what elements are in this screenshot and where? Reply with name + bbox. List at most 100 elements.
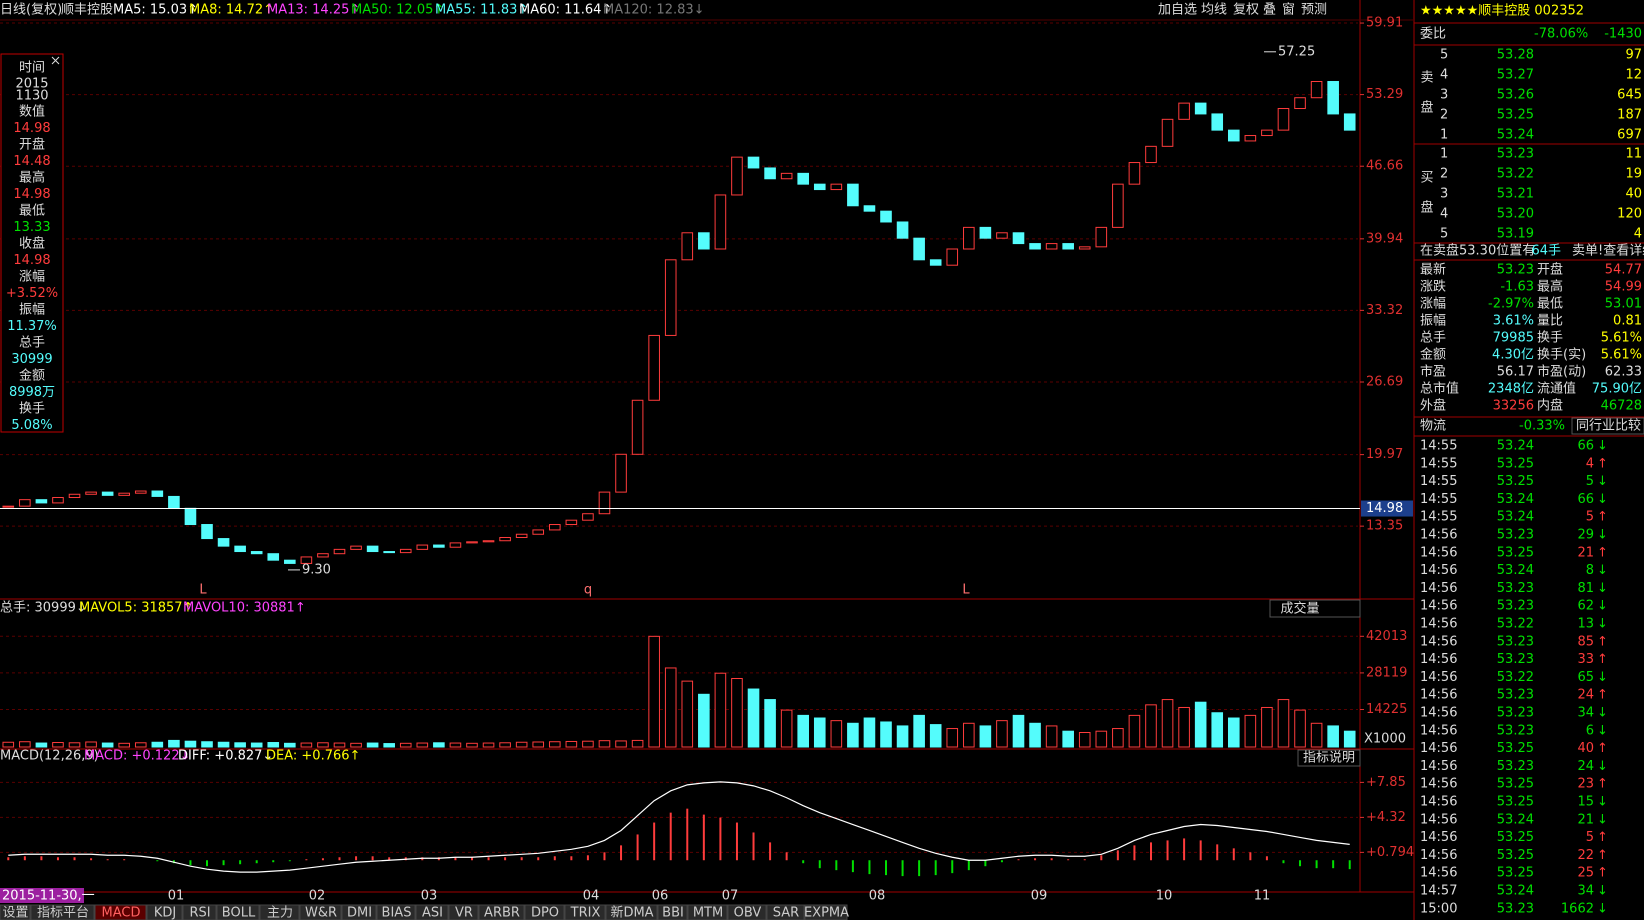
stat-value: 75.90亿 [1592, 382, 1642, 397]
candle [515, 533, 528, 538]
tab[interactable] [605, 904, 658, 920]
info-label: 金额 [19, 368, 45, 384]
book-volume: 187 [1617, 108, 1642, 123]
stat-label: 涨幅 [1420, 297, 1446, 312]
tab-label[interactable]: ASI [422, 906, 443, 920]
stat-label: 总市值 [1420, 381, 1459, 397]
unit-label: X1000 [1364, 732, 1406, 747]
trade-price: 53.24 [1497, 884, 1534, 899]
tab-label[interactable]: SAR [773, 906, 799, 920]
tab-label[interactable]: TRIX [570, 906, 601, 920]
toolbar-button[interactable]: 加自选 [1158, 3, 1197, 18]
toolbar-button[interactable]: 预测 [1301, 3, 1327, 18]
candle [399, 548, 412, 554]
candle [52, 497, 64, 504]
stat-label: 市盈 [1420, 364, 1446, 380]
industry-button-label[interactable]: 同行业比较 [1576, 419, 1641, 434]
toolbar-button[interactable]: 叠 [1263, 3, 1276, 18]
industry-label: 物流 [1420, 419, 1446, 434]
trade-direction: ↑ [1597, 866, 1608, 881]
candle [317, 553, 329, 558]
tab[interactable] [216, 904, 260, 920]
tab-label[interactable]: DMI [347, 906, 372, 920]
tab[interactable] [376, 904, 416, 920]
volume-bar [929, 724, 942, 748]
tab[interactable] [341, 904, 377, 920]
volume-bar [416, 742, 429, 748]
trade-price: 53.24 [1497, 563, 1534, 578]
volume-bar [880, 721, 892, 748]
tab-label[interactable]: DPO [531, 906, 559, 920]
volume-bar [1112, 728, 1124, 748]
close-icon[interactable] [51, 56, 60, 65]
candle [1244, 135, 1257, 142]
indicator-selector-label[interactable]: 成交量 [1280, 601, 1319, 617]
tab[interactable] [448, 904, 479, 920]
tab-label[interactable]: 主力 [267, 906, 293, 920]
tab[interactable] [259, 904, 300, 920]
trade-volume: 85 [1577, 634, 1594, 649]
tab[interactable] [94, 904, 147, 920]
tab-label[interactable]: OBV [734, 906, 762, 920]
tab[interactable] [657, 904, 688, 920]
tab[interactable] [146, 904, 183, 920]
candle [1194, 102, 1207, 115]
tab-label[interactable]: 新DMA [610, 905, 653, 920]
toolbar-button[interactable]: 均线 [1201, 3, 1227, 18]
book-level: 2 [1440, 108, 1448, 123]
tab-label[interactable]: ARBR [484, 906, 520, 920]
tab-label[interactable]: KDJ [154, 906, 176, 920]
volume-bar [433, 742, 445, 748]
candle [1211, 113, 1224, 131]
tab[interactable] [478, 904, 525, 920]
trade-volume: 29 [1577, 528, 1594, 543]
volume-bar [1227, 717, 1240, 748]
candle [300, 556, 313, 564]
book-volume: 11 [1625, 147, 1642, 162]
tab[interactable] [687, 904, 728, 920]
tab[interactable] [804, 904, 848, 920]
trade-volume: 4 [1586, 456, 1594, 471]
tab[interactable] [564, 904, 606, 920]
toolbar-button[interactable]: 窗 [1282, 2, 1295, 18]
tab-label[interactable]: MACD [102, 906, 141, 920]
tab[interactable] [727, 904, 767, 920]
trade-price: 53.25 [1497, 866, 1534, 881]
pane-header: MAVOL10: 30881↑ [183, 601, 306, 616]
tab[interactable] [30, 904, 95, 920]
tab-label[interactable]: BBI [662, 906, 684, 920]
tab-label[interactable]: VR [455, 906, 473, 920]
tab-label[interactable]: BIAS [382, 906, 412, 920]
book-level: 4 [1440, 68, 1448, 83]
tab[interactable] [524, 904, 565, 920]
help-label[interactable]: 指标说明 [1303, 751, 1355, 766]
stat-value: 53.23 [1497, 263, 1534, 278]
candle [482, 540, 495, 543]
tab-label[interactable]: EXPMA [804, 906, 849, 920]
tab-label[interactable]: 设置 [2, 906, 28, 920]
industry-button[interactable] [1571, 417, 1644, 435]
help-button[interactable] [1297, 749, 1361, 767]
trade-direction: ↓ [1597, 723, 1608, 738]
volume-bar [234, 742, 246, 748]
y-tick-label: 53.29 [1366, 87, 1403, 102]
trade-price: 53.25 [1497, 777, 1534, 792]
notice-link[interactable]: 卖单!查看详细 [1572, 243, 1644, 259]
tab-label[interactable]: MTM [693, 906, 723, 920]
tab-label[interactable]: RSI [189, 906, 210, 920]
tab[interactable] [0, 904, 31, 920]
tab-label[interactable]: W&R [305, 906, 337, 920]
tab-label[interactable]: 指标平台 [37, 906, 89, 920]
tab[interactable] [299, 904, 342, 920]
tab-label[interactable]: BOLL [222, 906, 256, 920]
quote-title: ★★★★★顺丰控股 002352 [1420, 4, 1584, 19]
tab[interactable] [182, 904, 217, 920]
toolbar-button[interactable]: 复权 [1233, 2, 1259, 18]
trade-direction: ↑ [1597, 741, 1608, 756]
candle [880, 210, 892, 223]
book-side: 卖 [1420, 71, 1433, 86]
tab[interactable] [415, 904, 449, 920]
y-tick-label: +4.32 [1366, 810, 1406, 825]
indicator-selector[interactable] [1269, 599, 1361, 618]
tab[interactable] [766, 904, 805, 920]
